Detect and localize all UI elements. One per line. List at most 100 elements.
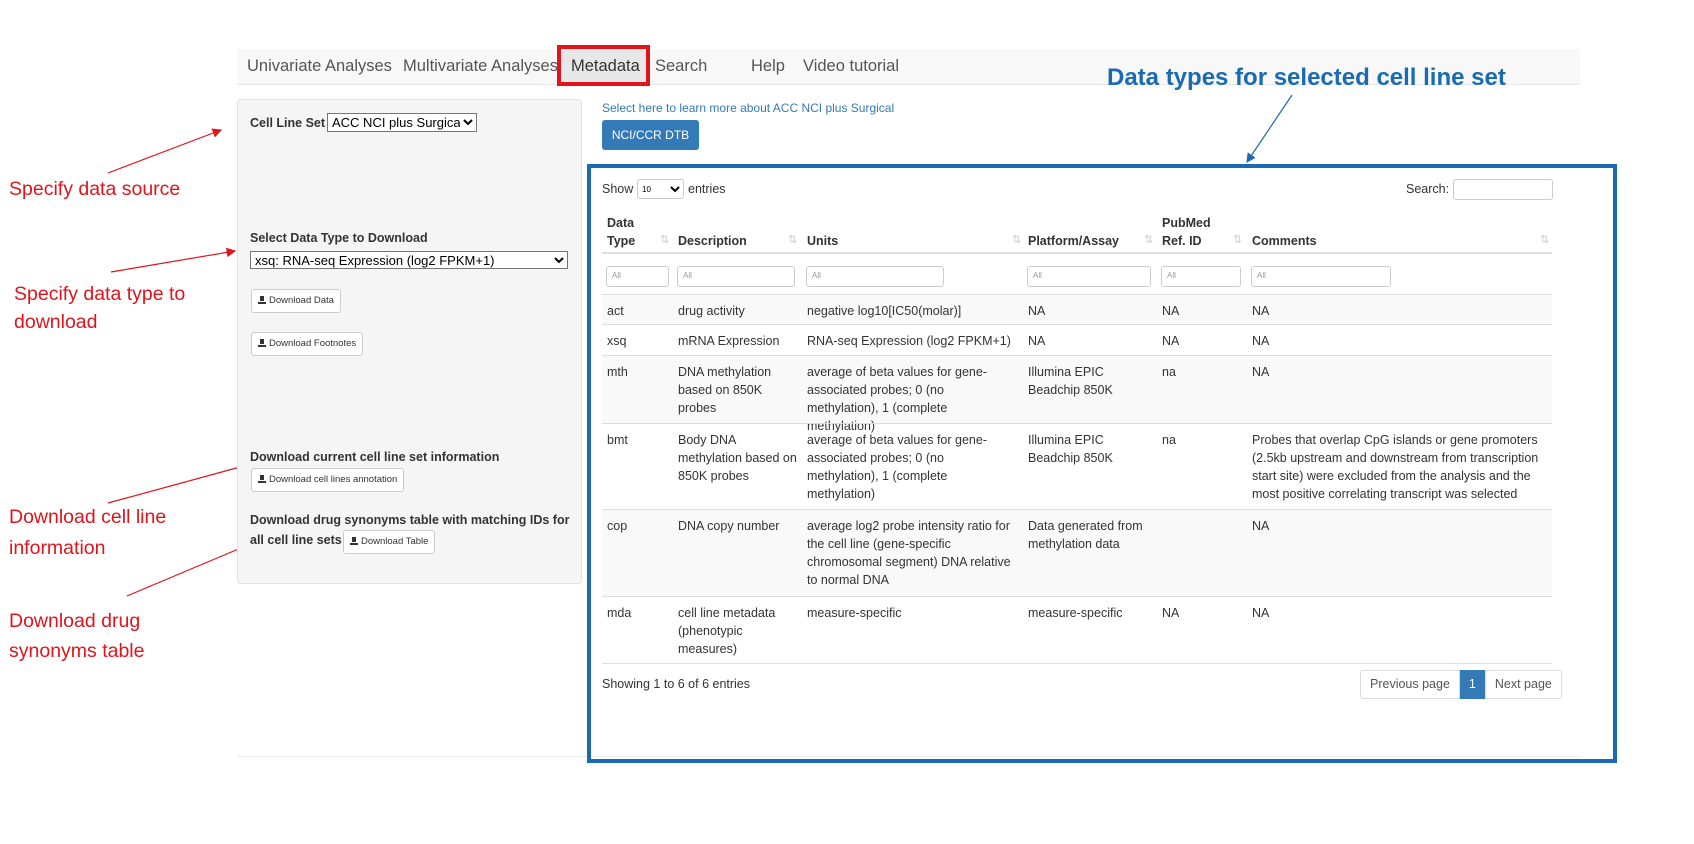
table-row: cop DNA copy number average log2 probe int… [602,509,1552,596]
data-type-select[interactable]: xsq: RNA-seq Expression (log2 FPKM+1) [250,251,568,269]
column-header[interactable]: Platform/Assay [1028,234,1120,248]
column-header[interactable]: Units [807,234,839,248]
column-filter-input[interactable]: All [606,266,669,287]
entries-select[interactable]: 10 [637,179,684,199]
column-filter-input[interactable]: All [1161,266,1241,287]
data-types-highlight-box [587,164,1617,763]
metadata-highlight-box [557,45,650,86]
column-header[interactable]: PubMed Ref. ID [1162,216,1211,248]
download-annotation-button[interactable]: Download cell lines annotation [251,468,405,492]
annotation-data-source: Specify data source [9,178,181,200]
table-cell: NA [1028,304,1046,318]
table-cell: negative log10[IC50(molar)] [807,304,962,318]
column-filter-input[interactable]: All [1027,266,1151,287]
table-info: Showing 1 to 6 of 6 entries [602,677,751,691]
arrow-drug [126,543,250,597]
tab-video-tutorial[interactable]: Video tutorial [803,57,900,75]
annotation-drug-1: Download drug [9,610,141,632]
header-divider [602,252,1552,254]
table-cell: NA [1252,365,1270,379]
download-icon [258,475,266,483]
arrow-cell-info [107,461,253,504]
table-cell: average of beta values for gene-associat… [807,433,987,501]
table-cell: DNA copy number [678,519,780,533]
drug-label-1: Download drug synonyms table with matchi… [250,513,570,527]
column-header[interactable]: Data Type [607,216,636,248]
table-row: mda cell line metadata (phenotypic measur… [602,596,1552,663]
cell-line-set-label: Cell Line Set [250,116,326,130]
table-cell: measure-specific [807,606,902,620]
column-filter-input[interactable]: All [806,266,944,287]
table-cell: average log2 probe intensity ratio for t… [807,519,1011,587]
previous-page-button[interactable]: Previous page [1360,670,1460,699]
download-footnotes-button[interactable]: Download Footnotes [251,332,364,356]
table-cell: NA [1028,334,1046,348]
table-cell: bmt [607,433,628,447]
table-cell: na [1162,365,1176,379]
sort-icon[interactable]: ⇅ [1540,234,1550,246]
download-icon [350,537,358,545]
search-label: Search: [1406,182,1450,196]
table-cell: measure-specific [1028,606,1123,620]
table-cell: Illumina EPIC Beadchip 850K [1028,365,1113,397]
data-type-label: Select Data Type to Download [250,231,428,245]
download-data-button[interactable]: Download Data [251,289,341,313]
download-annotation-label: Download cell lines annotation [269,474,398,485]
column-header[interactable]: Comments [1252,234,1317,248]
annotation-cell-info-2: information [9,537,106,559]
page-1-button[interactable]: 1 [1459,670,1485,699]
sort-icon[interactable]: ⇅ [660,234,670,246]
sort-icon[interactable]: ⇅ [1144,234,1154,246]
search-input[interactable] [1453,179,1553,200]
table-cell: Probes that overlap CpG islands or gene … [1252,433,1539,501]
table-cell: cop [607,519,628,533]
annotation-data-type-2: download [14,311,98,333]
sort-icon[interactable]: ⇅ [1012,234,1022,246]
cell-line-set-select[interactable]: ACC NCI plus Surgical [327,113,477,132]
table-row: bmt Body DNA methylation based on 850K pr… [602,423,1552,509]
table-cell: Data generated from methylation data [1028,519,1143,551]
table-cell: Body DNA methylation based on 850K probe… [678,433,797,483]
table-row: act drug activity negative log10[IC50(mola… [602,294,1552,324]
tab-metadata[interactable]: Metadata [571,57,640,75]
arrow-title [1246,94,1293,163]
table-cell: drug activity [678,304,745,318]
table-cell: average of beta values for gene-associat… [807,365,987,433]
table-cell: DNA methylation based on 850K probes [678,365,772,415]
annotation-title: Data types for selected cell line set [1107,64,1506,91]
tab-search[interactable]: Search [655,57,708,75]
tab-univariate[interactable]: Univariate Analyses [247,57,392,75]
table-cell: na [1162,433,1176,447]
show-label: Show [602,182,634,196]
arrow-data-source [107,128,223,174]
tab-help[interactable]: Help [751,57,785,75]
download-icon [258,339,266,347]
learn-more-link[interactable]: Select here to learn more about ACC NCI … [602,101,895,115]
entries-label: entries [688,182,726,196]
table-cell: NA [1252,519,1270,533]
sort-icon[interactable]: ⇅ [788,234,798,246]
annotation-data-type-1: Specify data type to [14,283,186,305]
table-cell: NA [1252,606,1270,620]
column-filter-input[interactable]: All [1251,266,1391,287]
next-page-button[interactable]: Next page [1484,670,1562,699]
table-cell: act [607,304,624,318]
table-bottom-border [602,663,1552,664]
table-cell: NA [1252,304,1270,318]
drug-label-2: all cell line sets [250,533,342,547]
download-icon [258,296,266,304]
pagination: Previous page 1 Next page [1360,670,1562,699]
table-cell: NA [1162,304,1180,318]
tab-multivariate[interactable]: Multivariate Analyses [403,57,558,75]
column-filter-input[interactable]: All [677,266,795,287]
download-table-button[interactable]: Download Table [343,530,436,554]
table-cell: NA [1162,334,1180,348]
table-cell: Illumina EPIC Beadchip 850K [1028,433,1113,465]
cell-info-label: Download current cell line set informati… [250,450,500,464]
table-cell: NA [1252,334,1270,348]
nci-ccr-dtb-button[interactable]: NCI/CCR DTB [602,120,699,150]
download-footnotes-label: Download Footnotes [269,338,357,349]
sort-icon[interactable]: ⇅ [1233,234,1243,246]
column-header[interactable]: Description [678,234,747,248]
